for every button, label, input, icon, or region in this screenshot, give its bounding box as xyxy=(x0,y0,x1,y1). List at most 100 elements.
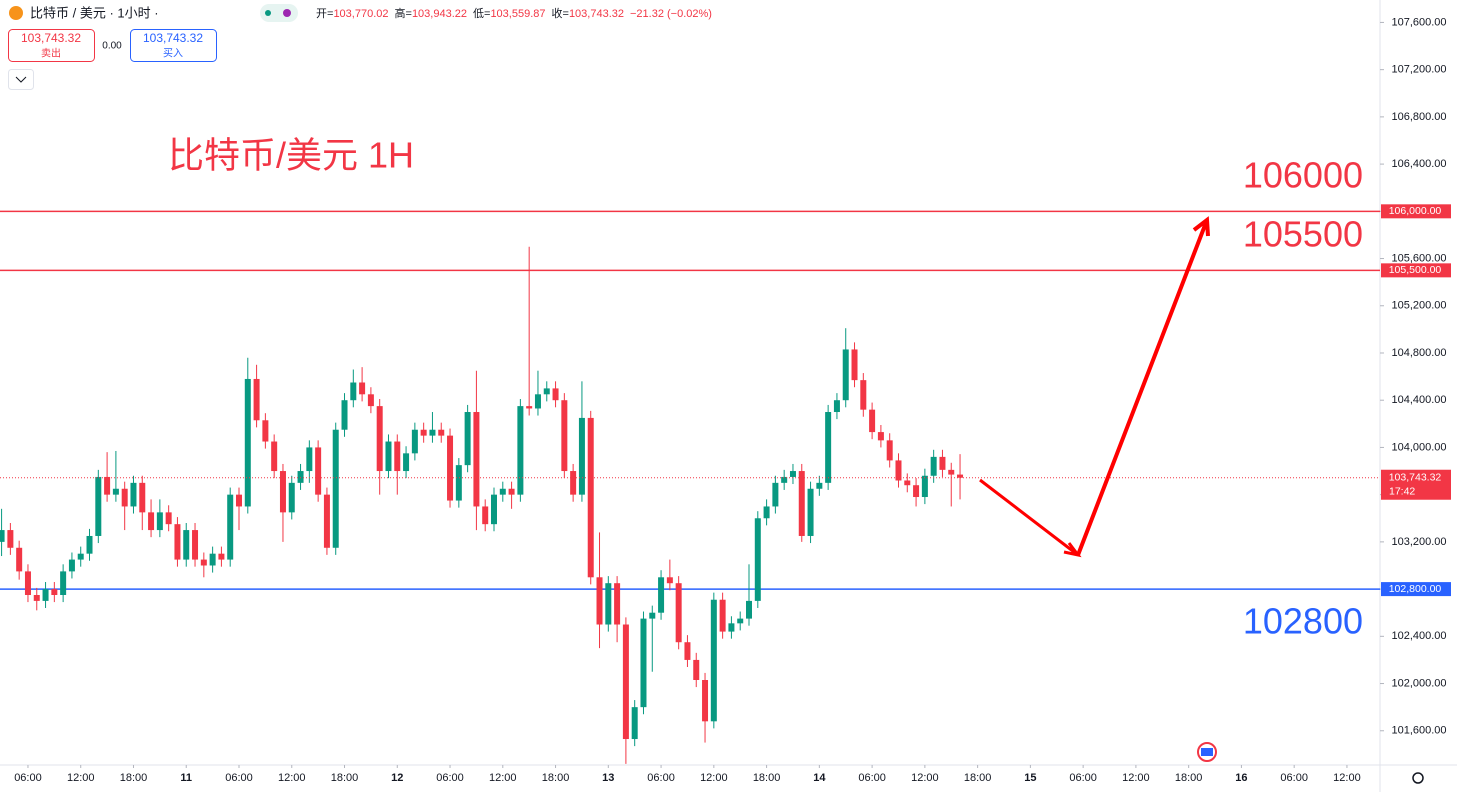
candle-body xyxy=(394,441,401,472)
settings-icon[interactable] xyxy=(1412,772,1424,784)
candle-body xyxy=(7,530,14,548)
buy-price: 103,743.32 xyxy=(143,31,203,45)
candle-body xyxy=(543,388,550,395)
candle-body xyxy=(385,441,392,472)
candle-body xyxy=(763,506,770,519)
y-tick-label: 104,400.00 xyxy=(1391,394,1446,406)
candle-body xyxy=(165,512,172,525)
candle-body xyxy=(578,417,585,495)
candle-body xyxy=(244,378,251,507)
candle-body xyxy=(183,530,190,560)
candle-body xyxy=(482,506,489,525)
candle-body xyxy=(447,435,454,501)
candle-body xyxy=(491,494,498,525)
candle-body xyxy=(95,476,102,536)
candle-body xyxy=(60,571,67,595)
y-tick-label: 106,800.00 xyxy=(1391,111,1446,123)
pill-dot xyxy=(265,10,271,16)
x-tick-label: 14 xyxy=(813,772,826,784)
x-tick-label: 12:00 xyxy=(911,772,939,784)
ohlc-value: 103,943.22 xyxy=(412,8,467,20)
candle-body xyxy=(833,400,840,413)
ohlc-label: 收= xyxy=(552,6,569,20)
x-tick-label: 06:00 xyxy=(225,772,253,784)
candle-body xyxy=(473,412,480,507)
candle-body xyxy=(719,599,726,632)
collapse-button[interactable] xyxy=(8,69,34,90)
flag-icon xyxy=(1201,748,1213,756)
candle-body xyxy=(315,447,322,495)
x-tick-label: 12:00 xyxy=(1333,772,1361,784)
last-price-label: 103,743.32 xyxy=(1389,472,1442,484)
candle-body xyxy=(403,453,410,472)
buy-button[interactable] xyxy=(130,29,217,62)
sell-label: 卖出 xyxy=(41,47,61,60)
sell-price: 103,743.32 xyxy=(21,31,81,45)
candle-body xyxy=(42,589,49,601)
x-tick-label: 12:00 xyxy=(700,772,728,784)
candle-body xyxy=(86,535,93,554)
last-price-tag xyxy=(1381,469,1451,500)
x-tick-label: 06:00 xyxy=(1280,772,1308,784)
candle-body xyxy=(798,471,805,536)
candle-body xyxy=(121,488,128,507)
indicator-pill[interactable] xyxy=(260,4,298,22)
level-tag xyxy=(1381,582,1451,597)
candle-body xyxy=(306,447,313,472)
candle-body xyxy=(112,488,119,495)
x-tick-label: 06:00 xyxy=(858,772,886,784)
candle-body xyxy=(728,623,735,632)
candle-body xyxy=(148,512,155,531)
candle-body xyxy=(51,589,58,595)
x-tick-label: 16 xyxy=(1235,772,1247,784)
y-tick-label: 105,600.00 xyxy=(1391,252,1446,264)
candle-body xyxy=(596,577,603,625)
candle-body xyxy=(297,471,304,483)
candle-body xyxy=(675,583,682,643)
candle-body xyxy=(517,406,524,495)
x-tick-label: 11 xyxy=(180,772,192,784)
ohlc-change: −21.32 (−0.02%) xyxy=(630,8,712,20)
candle-body xyxy=(139,482,146,513)
x-tick-label: 13 xyxy=(602,772,614,784)
candle-body xyxy=(886,440,893,461)
y-tick-label: 107,600.00 xyxy=(1391,16,1446,28)
candle-body xyxy=(376,406,383,472)
candle-body xyxy=(174,524,181,560)
candle-body xyxy=(860,380,867,410)
candle-body xyxy=(948,469,955,475)
y-tick-label: 101,600.00 xyxy=(1391,725,1446,737)
ohlc-value: 103,770.02 xyxy=(333,8,388,20)
candle-body xyxy=(332,429,339,548)
x-tick-label: 12:00 xyxy=(1122,772,1150,784)
candle-body xyxy=(631,707,638,740)
level-tag xyxy=(1381,263,1451,278)
sell-button[interactable] xyxy=(8,29,95,62)
candle-body xyxy=(877,432,884,441)
level-tag-label: 105,500.00 xyxy=(1389,264,1442,276)
candle-body xyxy=(702,680,709,722)
candle-body xyxy=(807,488,814,536)
coin-icon xyxy=(9,6,23,20)
level-tag-label: 106,000.00 xyxy=(1389,205,1442,217)
candle-body xyxy=(455,465,462,501)
level-tag xyxy=(1381,204,1451,219)
ohlc-header: 开=103,770.02 高=103,943.22 低=103,559.87 收=10… xyxy=(316,6,712,20)
candle-body xyxy=(552,388,559,401)
candle-body xyxy=(209,553,216,566)
candle-body xyxy=(658,577,665,613)
x-tick-label: 06:00 xyxy=(436,772,464,784)
x-tick-label: 06:00 xyxy=(1069,772,1097,784)
candle-body xyxy=(218,553,225,560)
x-tick-label: 18:00 xyxy=(120,772,148,784)
spread: 0.00 xyxy=(102,41,122,52)
arrow xyxy=(1076,216,1210,556)
candle-body xyxy=(279,471,286,513)
candle-body xyxy=(156,512,163,531)
candle-body xyxy=(754,518,761,601)
candle-body xyxy=(816,482,823,489)
candle-body xyxy=(499,488,506,495)
candle-body xyxy=(227,494,234,560)
